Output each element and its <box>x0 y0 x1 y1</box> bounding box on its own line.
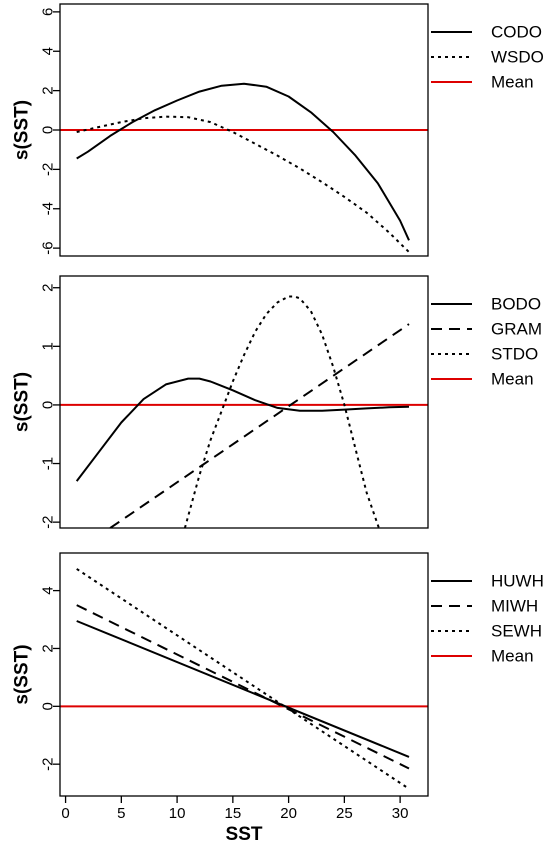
legend-label-mean: Mean <box>491 370 534 389</box>
y-axis-label: s(SST) <box>12 644 33 704</box>
x-tick-label: 10 <box>169 805 186 822</box>
series-line-gram <box>109 323 410 528</box>
y-tick-label: 1 <box>40 342 57 350</box>
legend: BODO GRAM STDO Mean <box>431 295 542 389</box>
series-line-bodo <box>75 377 410 482</box>
y-axis-label: s(SST) <box>12 100 33 160</box>
series-line-stdo <box>183 295 380 528</box>
y-tick-label: -2 <box>40 515 57 528</box>
legend-label-mean: Mean <box>491 647 534 666</box>
x-axis-label: SST <box>226 824 263 845</box>
y-tick-label: -2 <box>40 758 57 771</box>
series-line-codo <box>76 82 410 241</box>
series-line-huwh <box>76 620 410 758</box>
legend-label-wsdo: WSDO <box>491 48 544 67</box>
y-tick-label: 0 <box>40 401 57 409</box>
series-line-sewh <box>76 568 410 790</box>
legend-label-mean: Mean <box>491 73 534 92</box>
legend-label-sewh: SEWH <box>491 622 542 641</box>
legend-label-gram: GRAM <box>491 320 542 339</box>
y-tick-label: 2 <box>40 644 57 652</box>
panel-2: 2 1 0 -1 -2 s(SST) BODO GRAM STDO Mean <box>12 275 542 529</box>
plot-frame <box>59 552 429 797</box>
y-tick-label: 0 <box>40 126 57 134</box>
y-tick-label: 6 <box>40 8 57 16</box>
x-tick-label: 20 <box>280 805 297 822</box>
legend-label-bodo: BODO <box>491 295 541 314</box>
legend: HUWH MIWH SEWH Mean <box>431 572 544 666</box>
x-tick-label: 5 <box>117 805 125 822</box>
series-line-wsdo <box>76 115 410 253</box>
y-tick-label: 0 <box>40 702 57 710</box>
y-axis-label: s(SST) <box>12 372 33 432</box>
y-tick-label: 4 <box>40 47 57 55</box>
x-tick-label: 15 <box>225 805 242 822</box>
x-tick-label: 30 <box>392 805 409 822</box>
panel-3: 420-2s(SST)0 5 10 15 20 25 30SSTHUWHMIWHSEWHMe… <box>12 552 544 845</box>
series-line-miwh <box>76 604 410 770</box>
x-tick-label: 25 <box>336 805 353 822</box>
y-tick-label: 4 <box>40 586 57 594</box>
y-tick-label: -6 <box>40 241 57 254</box>
legend-label-stdo: STDO <box>491 345 538 364</box>
plot-frame <box>59 275 429 529</box>
y-tick-label: -2 <box>40 163 57 176</box>
y-tick-label: -4 <box>40 202 57 215</box>
y-tick-label: 2 <box>40 284 57 292</box>
legend-label-miwh: MIWH <box>491 597 538 616</box>
x-tick-label: 0 <box>61 805 69 822</box>
y-tick-label: -1 <box>40 457 57 470</box>
panel-1: 6 4 2 0 -2 -4 -6 s(SST) CODO WSDO Mean <box>12 3 544 257</box>
legend: CODO WSDO Mean <box>431 23 544 92</box>
legend-label-huwh: HUWH <box>491 572 544 591</box>
y-tick-label: 2 <box>40 86 57 94</box>
legend-label-codo: CODO <box>491 23 542 42</box>
